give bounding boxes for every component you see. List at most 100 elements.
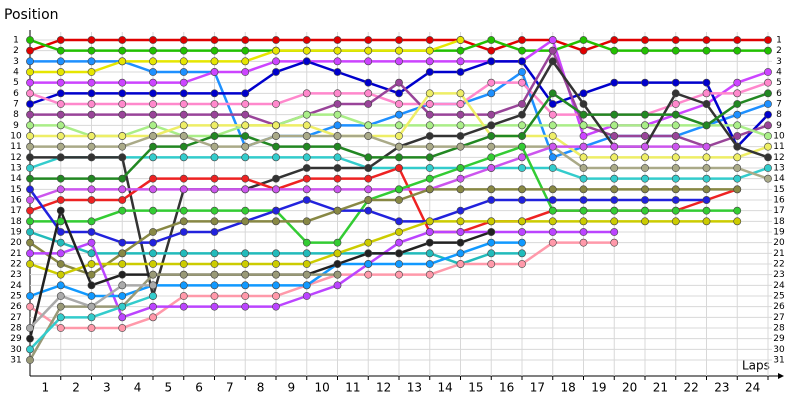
point — [179, 228, 188, 236]
point — [241, 185, 250, 194]
point — [87, 185, 96, 194]
y-tick-label: 15 — [10, 185, 21, 195]
point — [364, 174, 373, 183]
point — [179, 270, 188, 279]
point — [179, 206, 188, 215]
point — [425, 185, 434, 194]
point — [733, 121, 742, 130]
point — [671, 153, 680, 162]
y-tick-label: 3 — [13, 57, 19, 67]
point — [272, 270, 280, 279]
point — [118, 110, 127, 119]
point — [364, 78, 373, 87]
point — [487, 46, 496, 55]
point — [425, 249, 434, 258]
point — [610, 153, 619, 162]
point — [425, 110, 434, 119]
point — [56, 238, 65, 247]
point — [610, 46, 619, 55]
point — [26, 302, 34, 311]
point — [118, 270, 127, 279]
y-tick-label-right: 13 — [773, 164, 784, 174]
point — [56, 217, 65, 226]
point — [548, 100, 557, 108]
point — [179, 89, 188, 98]
point — [333, 68, 342, 76]
point — [56, 132, 65, 140]
y-tick-label-right: 25 — [773, 292, 784, 302]
y-tick-label: 27 — [10, 313, 21, 323]
point — [56, 46, 65, 55]
point — [87, 36, 96, 44]
point — [425, 57, 434, 66]
point — [456, 142, 465, 151]
point — [272, 302, 280, 311]
point — [302, 249, 311, 258]
point — [26, 46, 34, 55]
point — [764, 68, 772, 76]
point — [364, 196, 373, 204]
point — [364, 164, 373, 172]
point — [733, 174, 742, 183]
point — [456, 228, 465, 236]
point — [333, 46, 342, 55]
point — [149, 313, 157, 322]
point — [333, 206, 342, 215]
point — [364, 100, 373, 108]
point — [87, 292, 96, 300]
point — [149, 260, 157, 268]
series-line — [29, 188, 738, 277]
point — [548, 57, 557, 66]
point — [579, 196, 588, 204]
point — [333, 164, 342, 172]
point — [241, 121, 250, 130]
point — [118, 132, 127, 140]
point — [87, 46, 96, 55]
y-tick-label-right: 28 — [773, 324, 785, 334]
x-tick-label: 22 — [683, 381, 698, 395]
point — [764, 110, 772, 119]
y-tick-label: 4 — [13, 68, 19, 78]
point — [302, 36, 311, 44]
point — [702, 185, 711, 194]
point — [579, 153, 588, 162]
point — [179, 281, 188, 290]
y-tick-label: 2 — [13, 46, 19, 56]
point — [610, 78, 619, 87]
point — [149, 36, 157, 44]
point — [56, 153, 65, 162]
x-tick-label: 4 — [134, 381, 142, 395]
point — [518, 260, 526, 268]
point — [395, 249, 403, 258]
x-arrow — [778, 373, 784, 379]
point — [702, 196, 711, 204]
point — [364, 57, 373, 66]
point — [425, 36, 434, 44]
point — [518, 110, 526, 119]
point — [764, 121, 772, 130]
point — [149, 270, 157, 279]
point — [425, 121, 434, 130]
point — [149, 100, 157, 108]
markers — [26, 36, 772, 364]
point — [395, 142, 403, 151]
point — [671, 185, 680, 194]
point — [26, 292, 34, 300]
point — [302, 57, 311, 66]
point — [302, 174, 311, 183]
point — [641, 132, 649, 140]
point — [272, 249, 280, 258]
point — [425, 46, 434, 55]
point — [333, 281, 342, 290]
point — [56, 292, 65, 300]
point — [272, 36, 280, 44]
point — [548, 185, 557, 194]
point — [87, 78, 96, 87]
point — [425, 260, 434, 268]
point — [733, 36, 742, 44]
point — [456, 36, 465, 44]
point — [118, 313, 127, 322]
point — [333, 110, 342, 119]
point — [702, 100, 711, 108]
point — [364, 249, 373, 258]
